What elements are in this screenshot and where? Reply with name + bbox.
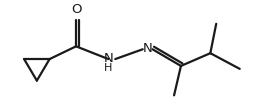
Text: H: H: [104, 63, 113, 73]
Text: N: N: [143, 42, 153, 55]
Text: N: N: [103, 52, 113, 65]
Text: O: O: [71, 3, 81, 16]
